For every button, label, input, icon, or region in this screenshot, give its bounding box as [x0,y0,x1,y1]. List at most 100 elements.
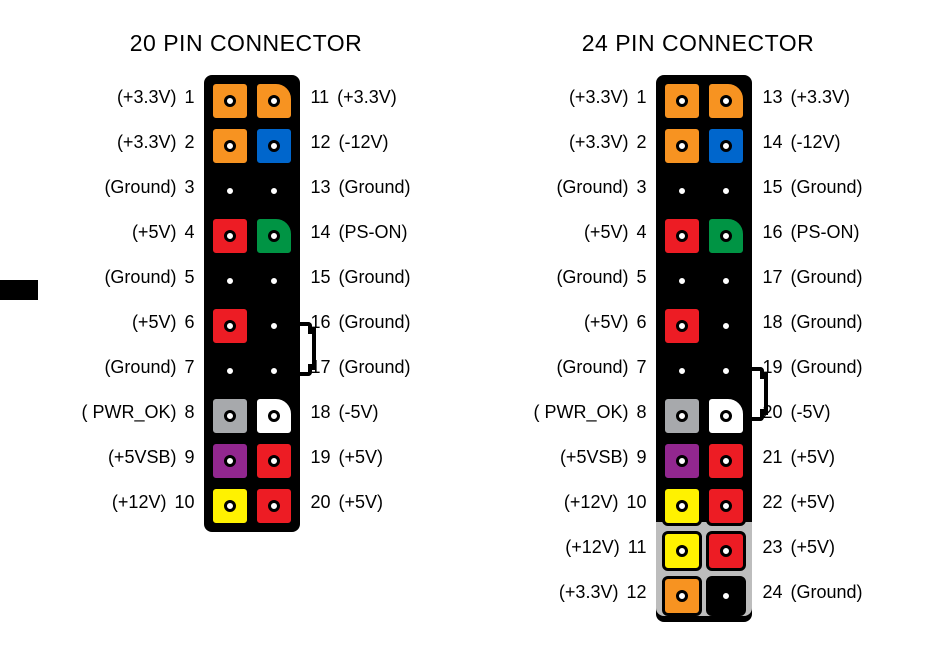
pin-signal: (+12V) [565,537,620,558]
pin-hole [268,455,280,467]
pin-signal: (Ground) [339,357,411,378]
pin-signal: (+5VSB) [108,447,177,468]
pin-signal: (+5V) [791,492,836,513]
pin-hole [268,320,280,332]
pin-hole [224,455,236,467]
pin-signal: (Ground) [791,357,863,378]
pin-number: 7 [636,357,646,378]
pin-label-row: ( PWR_OK)8 [527,390,656,435]
pin-label-row: (Ground)5 [75,255,204,300]
pin-number: 19 [310,447,330,468]
pin-10 [210,486,250,526]
pin-18 [254,396,294,436]
connector-housing [204,75,300,532]
pin-label-row: 14(PS-ON) [300,210,416,255]
pin-label-row: 12(-12V) [300,120,416,165]
pin-label-row: (Ground)3 [75,165,204,210]
pin-label-row: 20(+5V) [300,480,416,525]
pin-17 [254,351,294,391]
pin-18 [706,306,746,346]
connector-title: 20 PIN CONNECTOR [130,30,363,57]
pin-label-row: (+3.3V) 2 [527,120,656,165]
pin-label-row: 23 (+5V) [752,525,868,570]
pin-14 [706,126,746,166]
pin-hole [676,410,688,422]
pin-number: 9 [184,447,194,468]
pin-signal: (+3.3V) [569,87,629,108]
pin-23 [706,531,746,571]
pin-hole [720,95,732,107]
pin-signal: (+5V) [339,447,384,468]
pin-number: 6 [636,312,646,333]
pin-label-row: 11(+3.3V) [300,75,416,120]
pin-number: 12 [310,132,330,153]
pin-hole [720,320,732,332]
pin-signal: (+5V) [584,312,629,333]
pin-number: 3 [184,177,194,198]
pin-label-row: 15(Ground) [752,165,868,210]
pin-7 [662,351,702,391]
pin-5 [210,261,250,301]
pin-label-row: (+12V)10 [75,480,204,525]
pin-number: 4 [636,222,646,243]
pin-hole [268,500,280,512]
pin-label-row: (+3.3V) 1 [527,75,656,120]
pin-signal: (+3.3V) [337,87,397,108]
pin-label-row: 16(PS-ON) [752,210,868,255]
pin-number: 2 [636,132,646,153]
retention-clip [298,322,312,376]
pin-20 [706,396,746,436]
pin-label-row: 17(Ground) [300,345,416,390]
pin-hole [720,410,732,422]
pin-signal: (+5V) [584,222,629,243]
pin-hole [720,275,732,287]
pin-signal: (PS-ON) [339,222,408,243]
pin-number: 1 [636,87,646,108]
pin-label-row: (+3.3V)1 [75,75,204,120]
pin-label-row: 20(-5V) [752,390,868,435]
pin-signal: (+5V) [339,492,384,513]
pin-label-row: 17(Ground) [752,255,868,300]
pin-label-row: 13(+3.3V) [752,75,868,120]
pin-13 [254,171,294,211]
pin-signal: (-5V) [339,402,379,423]
pin-hole [224,140,236,152]
pin-hole [224,95,236,107]
pin-hole [720,185,732,197]
pin-label-row: (Ground)7 [527,345,656,390]
pin-10 [662,486,702,526]
pin-7 [210,351,250,391]
pin-hole [224,275,236,287]
pin-label-row: (Ground)5 [527,255,656,300]
pin-signal: (+5V) [791,537,836,558]
pin-hole [720,230,732,242]
pin-label-row: (Ground)3 [527,165,656,210]
pin-17 [706,261,746,301]
pin-signal: (Ground) [791,312,863,333]
pin-hole [676,230,688,242]
connector-24pin: 24 PIN CONNECTOR (+3.3V)1(+3.3V)2(Ground… [527,30,868,622]
connector-housing [656,75,752,622]
pin-number: 24 [762,582,782,603]
pin-hole [720,140,732,152]
pin-hole [268,230,280,242]
pin-signal: (Ground) [791,177,863,198]
pin-number: 8 [636,402,646,423]
pin-2 [210,126,250,166]
pin-8 [662,396,702,436]
pin-signal: (-12V) [791,132,841,153]
pin-4 [210,216,250,256]
pin-label-row: (+3.3V)2 [75,120,204,165]
pin-9 [662,441,702,481]
pin-number: 13 [762,87,782,108]
pin-hole [224,410,236,422]
pin-number: 23 [762,537,782,558]
pin-signal: (Ground) [104,267,176,288]
pin-signal: (+3.3V) [117,132,177,153]
pin-hole [720,590,732,602]
pin-label-row: (+5V)4 [75,210,204,255]
pin-signal: (+3.3V) [569,132,629,153]
pin-hole [224,320,236,332]
pin-hole [268,365,280,377]
pin-signal: ( PWR_OK) [81,402,176,423]
